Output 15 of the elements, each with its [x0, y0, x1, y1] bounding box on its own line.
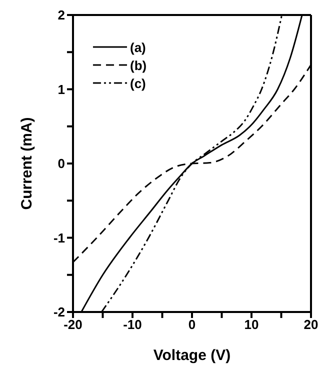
x-tick-label: 20	[304, 317, 318, 332]
x-tick-label: 0	[188, 317, 196, 332]
y-axis-title: Current (mA)	[18, 117, 36, 210]
legend-label: (c)	[130, 76, 146, 90]
y-tick-label: 1	[58, 82, 65, 97]
y-tick-label: -2	[53, 304, 65, 320]
y-tick-label: 0	[58, 156, 65, 172]
x-tick-label: 10	[244, 317, 259, 332]
legend-label: (a)	[130, 40, 146, 54]
y-tick-label: -1	[53, 230, 65, 246]
y-tick-label: 2	[58, 8, 65, 23]
legend-label: (b)	[130, 58, 147, 72]
x-axis-title: Voltage (V)	[153, 347, 231, 364]
x-tick-label: -20	[64, 317, 82, 332]
x-tick-label: -10	[123, 317, 142, 332]
